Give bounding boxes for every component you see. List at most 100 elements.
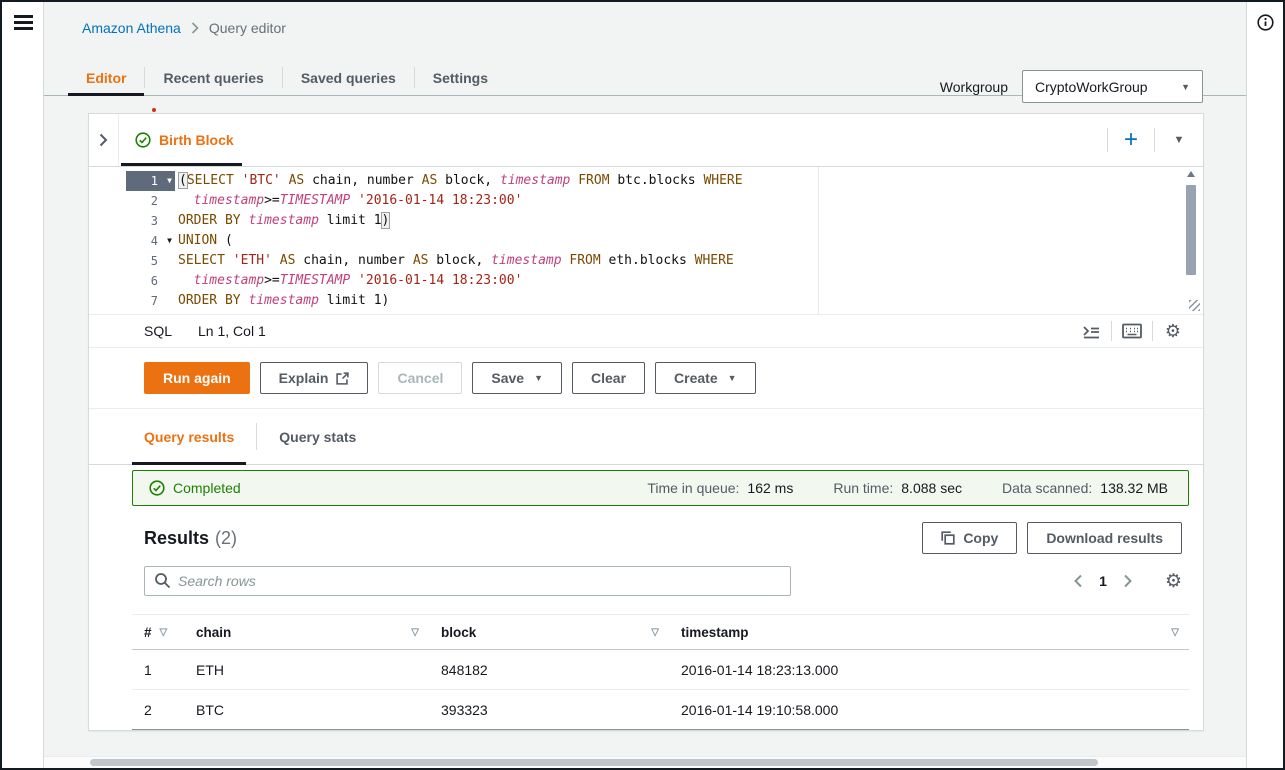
line-number-gutter[interactable]: 4 ▼ (126, 231, 175, 251)
editor-status-bar: SQL Ln 1, Col 1 ⚙ (89, 314, 1203, 348)
code-segment (350, 273, 358, 288)
table-row[interactable]: 1 ETH 848182 2016-01-14 18:23:13.000 (132, 650, 1189, 690)
next-page-button[interactable] (1121, 572, 1135, 590)
editor-vertical-scrollbar[interactable] (1185, 169, 1197, 312)
sort-triangle-icon[interactable]: ▽ (159, 626, 168, 638)
right-help-rail (1246, 2, 1283, 768)
code-text: UNION ( (175, 231, 233, 251)
chevron-right-icon (1124, 574, 1132, 588)
add-query-tab-button[interactable]: + (1123, 126, 1138, 153)
code-line[interactable]: 3 ORDER BY timestamp limit 1) (126, 211, 1203, 231)
line-number-gutter[interactable]: 5 (126, 251, 175, 271)
scrollbar-thumb[interactable] (1186, 185, 1196, 275)
code-segment: TIMESTAMP (279, 273, 351, 288)
column-header-index[interactable]: # ▽ (132, 615, 184, 649)
search-rows-input[interactable] (144, 566, 791, 596)
metric-value: 138.32 MB (1100, 480, 1168, 496)
code-segment (281, 173, 289, 188)
save-button[interactable]: Save ▼ (472, 362, 563, 394)
tab-separator (413, 67, 415, 88)
tab-saved-queries[interactable]: Saved queries (300, 69, 396, 86)
code-segment: chain, number (304, 173, 422, 188)
code-line[interactable]: 5 SELECT 'ETH' AS chain, number AS block,… (126, 251, 1203, 271)
code-segment: ( (179, 173, 187, 188)
previous-page-button[interactable] (1071, 572, 1085, 590)
code-segment: block, (428, 253, 492, 268)
table-row[interactable]: 2 BTC 393323 2016-01-14 19:10:58.000 (132, 690, 1189, 730)
query-tab-birth-block[interactable]: Birth Block (119, 114, 250, 166)
line-number-gutter[interactable]: 3 (126, 211, 175, 231)
code-line[interactable]: 1 ▼ (SELECT 'BTC' AS chain, number AS bloc… (126, 171, 1203, 191)
sort-triangle-icon[interactable]: ▽ (651, 626, 659, 638)
code-line[interactable]: 7 ORDER BY timestamp limit 1) (126, 291, 1203, 311)
scrollbar-thumb[interactable] (90, 759, 1098, 766)
code-text: ORDER BY timestamp limit 1) (175, 211, 390, 231)
main-area: Amazon Athena Query editor Editor Recent … (44, 2, 1246, 768)
editor-resize-grip[interactable] (1189, 300, 1200, 311)
tab-settings[interactable]: Settings (432, 69, 488, 86)
code-segment: FROM (578, 173, 610, 188)
breadcrumb-chevron-icon (191, 22, 199, 34)
column-label: # (144, 624, 152, 640)
tab-query-results[interactable]: Query results (132, 409, 247, 465)
table-cell: 2016-01-14 18:23:13.000 (681, 661, 839, 678)
line-number-gutter[interactable]: 7 (126, 291, 175, 311)
code-line[interactable]: 6 timestamp>=TIMESTAMP '2016-01-14 18:23… (126, 271, 1203, 291)
tab-recent-queries[interactable]: Recent queries (163, 69, 264, 86)
copy-button[interactable]: Copy (922, 522, 1018, 554)
column-header-chain[interactable]: chain ▽ (184, 615, 429, 649)
column-header-block[interactable]: block ▽ (429, 615, 669, 649)
results-settings-gear-icon[interactable]: ⚙ (1164, 570, 1182, 592)
workgroup-label: Workgroup (939, 78, 1008, 95)
current-page-number[interactable]: 1 (1099, 573, 1107, 589)
info-icon[interactable] (1257, 14, 1274, 31)
code-segment: eth.blocks (600, 253, 695, 268)
explain-button[interactable]: Explain (259, 362, 369, 394)
table-cell: 1 (144, 661, 152, 678)
column-header-timestamp[interactable]: timestamp ▽ (669, 615, 1189, 649)
column-label: block (441, 624, 477, 640)
code-segment (178, 193, 194, 208)
create-button[interactable]: Create ▼ (655, 362, 756, 394)
code-segment: TIMESTAMP (279, 193, 351, 208)
results-toolbar: 1 ⚙ (89, 566, 1203, 596)
query-tab-options-button[interactable]: ▼ (1155, 114, 1203, 166)
code-line[interactable]: 2 timestamp>=TIMESTAMP '2016-01-14 18:23… (126, 191, 1203, 211)
sql-code-editor[interactable]: 1 ▼ (SELECT 'BTC' AS chain, number AS bloc… (89, 167, 1203, 314)
code-segment (234, 173, 242, 188)
cancel-button[interactable]: Cancel (378, 362, 463, 394)
scroll-up-arrow-icon[interactable] (1187, 171, 1195, 177)
breadcrumb-amazon-athena[interactable]: Amazon Athena (82, 20, 181, 36)
format-query-icon[interactable] (1071, 322, 1111, 340)
code-lines: 1 ▼ (SELECT 'BTC' AS chain, number AS bloc… (89, 171, 1203, 311)
line-number-gutter[interactable]: 6 (126, 271, 175, 291)
code-segment: ORDER BY (178, 213, 241, 228)
metric-label: Data scanned: (1001, 480, 1093, 496)
table-cell: BTC (196, 701, 224, 718)
line-number: 6 (150, 274, 158, 288)
external-link-icon (336, 371, 350, 385)
expand-panel-button[interactable] (89, 114, 119, 166)
code-segment: ( (217, 233, 233, 248)
line-number-gutter[interactable]: 2 (126, 191, 175, 211)
keyboard-shortcuts-icon[interactable] (1112, 323, 1152, 339)
run-again-button[interactable]: Run again (144, 362, 250, 394)
horizontal-scrollbar[interactable] (44, 756, 1246, 768)
code-line[interactable]: 4 ▼ UNION ( (126, 231, 1203, 251)
editor-settings-gear-icon[interactable]: ⚙ (1164, 321, 1182, 341)
workgroup-select[interactable]: CryptoWorkGroup ▼ (1022, 70, 1203, 103)
line-number-gutter[interactable]: 1 ▼ (126, 171, 175, 191)
sort-triangle-icon[interactable]: ▽ (1171, 626, 1179, 638)
download-results-button[interactable]: Download results (1027, 522, 1182, 554)
metric: Data scanned: 138.32 MB (1002, 480, 1168, 496)
fold-triangle-icon[interactable]: ▼ (167, 236, 172, 245)
table-cell: 2 (144, 701, 152, 718)
code-text: ORDER BY timestamp limit 1) (175, 291, 389, 311)
sort-triangle-icon[interactable]: ▽ (411, 626, 419, 638)
tab-editor[interactable]: Editor (68, 60, 145, 96)
tab-query-stats[interactable]: Query stats (279, 428, 357, 445)
clear-button[interactable]: Clear (572, 362, 646, 394)
hamburger-menu-icon[interactable] (14, 15, 33, 30)
fold-triangle-icon[interactable]: ▼ (167, 176, 172, 185)
code-segment: FROM (569, 253, 601, 268)
